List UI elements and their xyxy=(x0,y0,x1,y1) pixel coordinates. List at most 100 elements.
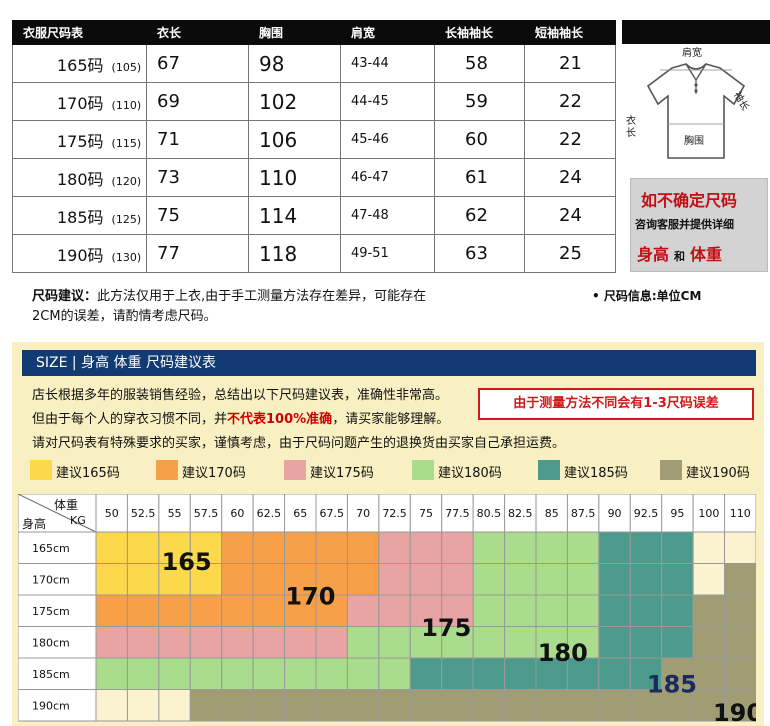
size-sub-label: (105) xyxy=(111,60,142,74)
chest-cell: 118 xyxy=(248,234,341,273)
row-header-label: 170cm xyxy=(32,573,70,586)
grid-cell xyxy=(95,689,128,722)
contact-advice-box: 如不确定尺码 咨询客服并提供详细 身高和体重 xyxy=(630,178,768,272)
column-header-cell xyxy=(535,494,568,533)
column-header-cell xyxy=(441,494,474,533)
size-row: 185码 (125) 75 114 47-48 62 24 xyxy=(12,196,616,235)
size-sub-label: (115) xyxy=(111,136,142,150)
short-sleeve-cell: 21 xyxy=(524,44,616,83)
legend-swatch xyxy=(538,460,560,480)
column-header-label: 70 xyxy=(356,507,370,520)
intro-line-3: 请对尺码表有特殊要求的买家，谨慎考虑，由于尺码问题产生的退换货由买家自己承担运费… xyxy=(32,436,566,451)
legend-label: 建议185码 xyxy=(564,466,628,481)
grid-cell xyxy=(535,689,568,722)
grid-cell xyxy=(661,689,694,722)
size-cell: 175码 (115) xyxy=(12,120,147,159)
grid-cell xyxy=(661,594,694,627)
long-sleeve-cell: 60 xyxy=(434,120,525,159)
long-sleeve-cell: 62 xyxy=(434,196,525,235)
grid-cell xyxy=(598,689,631,722)
grid-cell xyxy=(598,563,631,596)
row-header-cell xyxy=(18,626,97,659)
grid-cell xyxy=(598,594,631,627)
long-sleeve-cell: 58 xyxy=(434,44,525,83)
grid-cell xyxy=(346,594,380,627)
row-header-label: 190cm xyxy=(32,699,70,712)
grid-cell xyxy=(441,689,474,722)
column-header-label: 92.5 xyxy=(634,507,659,520)
size-label: 170码 xyxy=(57,93,104,113)
grid-cell xyxy=(724,563,756,596)
short-sleeve-cell: 24 xyxy=(524,196,616,235)
grid-cell xyxy=(252,689,286,722)
corner-diagonal xyxy=(18,494,97,533)
legend-swatch xyxy=(660,460,682,480)
column-header-label: 67.5 xyxy=(319,507,344,520)
grid-cell xyxy=(724,657,756,690)
legend-label: 建议190码 xyxy=(686,466,750,481)
column-header-cell xyxy=(346,494,380,533)
size-cell: 170码 (110) xyxy=(12,82,147,121)
grid-cell xyxy=(724,689,756,722)
intro-line-1: 店长根据多年的服装销售经验，总结出以下尺码建议表，准确性非常高。 xyxy=(32,388,449,403)
grid-cell xyxy=(95,563,128,596)
grid-cell xyxy=(315,689,348,722)
shoulder-cell: 46-47 xyxy=(340,158,435,197)
grid-cell xyxy=(504,594,537,627)
row-header-label: 165cm xyxy=(32,542,70,555)
grid-cell xyxy=(409,563,443,596)
column-header-cell xyxy=(95,494,128,533)
grid-cell xyxy=(409,657,443,690)
grid-cell xyxy=(346,626,380,659)
column-header-cell xyxy=(315,494,348,533)
column-header-label: 100 xyxy=(698,507,719,520)
column-header-label: 60 xyxy=(230,507,244,520)
grid-cell xyxy=(566,657,600,690)
size-label: 185码 xyxy=(57,207,104,227)
grid-cell xyxy=(126,657,160,690)
long-sleeve-cell: 63 xyxy=(434,234,525,273)
advice-height-weight: 身高和体重 xyxy=(637,241,722,265)
intro-line-2-red: 不代表100%准确 xyxy=(227,412,333,427)
legend-label: 建议165码 xyxy=(56,466,120,481)
size-sub-label: (110) xyxy=(111,98,142,112)
column-header-cell xyxy=(252,494,286,533)
grid-cell xyxy=(378,657,411,690)
column-header-label: 50 xyxy=(105,507,119,520)
grid-cell xyxy=(629,594,663,627)
header-length: 衣长 xyxy=(146,20,249,45)
short-sleeve-cell: 22 xyxy=(524,82,616,121)
header-shoulder: 肩宽 xyxy=(340,20,435,45)
grid-cell xyxy=(661,563,694,596)
grid-cell xyxy=(126,531,160,564)
size-table-section: 衣服尺码表 衣长 胸围 肩宽 长袖袖长 短袖袖长 165码 (105) 67 98 43… xyxy=(12,20,770,275)
grid-cell xyxy=(378,531,411,564)
advice-and: 和 xyxy=(674,250,686,263)
grid-cell xyxy=(692,563,726,596)
row-header-label: 180cm xyxy=(32,636,70,649)
shoulder-cell: 47-48 xyxy=(340,196,435,235)
grid-cell xyxy=(692,594,726,627)
grid-cell xyxy=(629,531,663,564)
column-header-label: 80.5 xyxy=(477,507,502,520)
size-note-text: 此方法仅用于上衣,由于手工测量方法存在差异，可能存在2CM的误差，请酌情考虑尺码… xyxy=(32,289,427,324)
grid-cell xyxy=(346,531,380,564)
size-table-header: 衣服尺码表 衣长 胸围 肩宽 长袖袖长 短袖袖长 xyxy=(12,20,616,45)
size-cell: 185码 (125) xyxy=(12,196,147,235)
grid-cell xyxy=(221,689,254,722)
diagram-label-chest: 胸围 xyxy=(684,136,704,147)
grid-cell xyxy=(472,594,506,627)
grid-cell xyxy=(504,657,537,690)
grid-cell xyxy=(629,689,663,722)
grid-cell xyxy=(472,563,506,596)
shoulder-cell: 49-51 xyxy=(340,234,435,273)
grid-cell xyxy=(315,563,348,596)
length-cell: 69 xyxy=(146,82,249,121)
size-note: 尺码建议：此方法仅用于上衣,由于手工测量方法存在差异，可能存在2CM的误差，请酌… xyxy=(32,287,452,327)
grid-cell xyxy=(566,689,600,722)
grid-cell xyxy=(126,594,160,627)
unit-info: • 尺码信息:单位CM xyxy=(592,289,702,303)
column-header-label: 110 xyxy=(730,507,751,520)
chest-cell: 114 xyxy=(248,196,341,235)
grid-cell xyxy=(189,594,223,627)
